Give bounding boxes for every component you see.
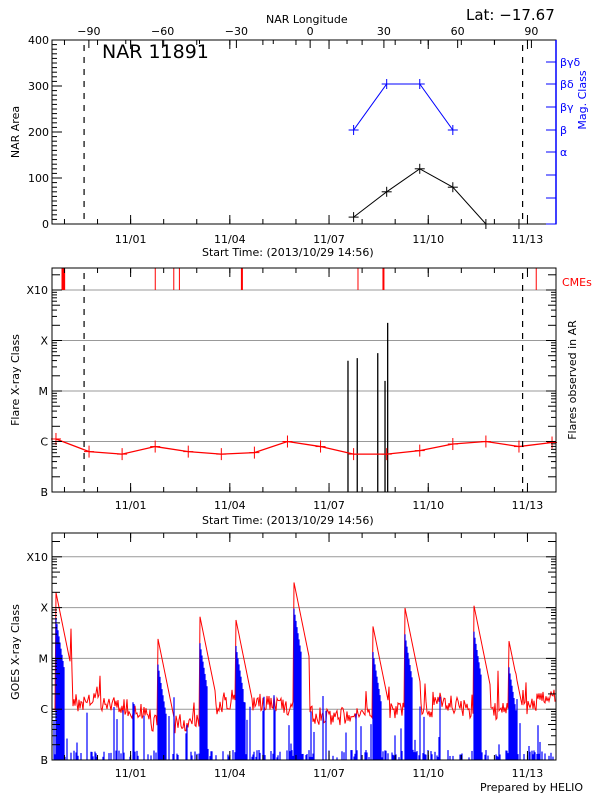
x-tick-label: 11/10 [412, 767, 444, 780]
y-tick-label: 200 [28, 126, 49, 139]
goes-long-curve [52, 582, 556, 734]
x-tick-label: 11/10 [412, 499, 444, 512]
x-tick-label: 11/04 [214, 499, 246, 512]
y-tick-label: 300 [28, 80, 49, 93]
x-tick-label: 11/07 [313, 499, 345, 512]
mag-class-label: α [560, 146, 567, 159]
panel1-xlabel: Start Time: (2013/10/29 14:56) [202, 246, 374, 259]
panel1-ylabel: NAR Area [9, 106, 22, 158]
panel3-frame [51, 532, 557, 761]
background-line [55, 438, 553, 455]
cme-legend: CMEs [562, 276, 592, 289]
lon-tick-label: 60 [451, 25, 465, 38]
panel2-frame [51, 267, 557, 493]
x-tick-label: 11/01 [115, 767, 147, 780]
y-tick-label: X [40, 335, 48, 348]
lon-tick-label: −60 [151, 25, 174, 38]
lon-tick-label: 0 [307, 25, 314, 38]
panel-nar-area: 11/01 11/04 11/07 11/10 11/13 0100200300400 … [9, 25, 589, 259]
x-tick-label: 11/04 [214, 233, 246, 246]
x-tick-label: 11/01 [115, 233, 147, 246]
nar-area-line [353, 168, 519, 225]
mag-class-label: β [560, 124, 567, 137]
mag-class-label: βδ [560, 78, 574, 91]
x-tick-label: 11/01 [115, 499, 147, 512]
panel3-ylabel: GOES X-ray Class [9, 604, 22, 700]
mag-class-line [353, 83, 454, 131]
y-tick-label: M [39, 652, 49, 665]
x-tick-label: 11/13 [512, 499, 544, 512]
lon-tick-label: −90 [77, 25, 100, 38]
y-tick-label: C [40, 436, 48, 449]
mag-class-label: βγ [560, 101, 574, 114]
lon-tick-label: −30 [225, 25, 248, 38]
x-tick-label: 11/07 [313, 767, 345, 780]
x-tick-label: 11/13 [512, 767, 544, 780]
y-tick-label: 0 [42, 218, 49, 231]
panel2-xlabel: Start Time: (2013/10/29 14:56) [202, 514, 374, 527]
mag-class-label: βγδ [560, 56, 581, 69]
panel1-frame [51, 39, 557, 225]
y-tick-label: C [40, 703, 48, 716]
x-tick-label: 11/07 [313, 233, 345, 246]
y-tick-label: M [39, 385, 49, 398]
footer-credit: Prepared by HELIO [480, 781, 583, 794]
y-tick-label: X [40, 602, 48, 615]
region-title: NAR 11891 [102, 41, 209, 63]
lon-tick-label: 90 [524, 25, 538, 38]
panel-flare-class: 11/01 11/04 11/07 11/10 11/13 B C M X X10 CMEs F… [9, 267, 592, 527]
y-tick-label: X10 [26, 284, 48, 297]
y-tick-label: X10 [26, 551, 48, 564]
lon-tick-label: 30 [377, 25, 391, 38]
panel2-ylabel: Flare X-ray Class [9, 334, 22, 426]
panel2-y2label: Flares observed in AR [566, 320, 579, 440]
panel1-y2label: Mag. Class [576, 70, 589, 129]
panel-goes-xray: 11/01 11/04 11/07 11/10 11/13 B C M X X10 GOES X… [9, 532, 557, 780]
x-tick-label: 11/04 [214, 767, 246, 780]
y-tick-label: 400 [28, 34, 49, 47]
y-tick-label: B [40, 486, 48, 499]
top-axis-title: NAR Longitude [266, 13, 348, 26]
y-tick-label: 100 [28, 172, 49, 185]
x-tick-label: 11/13 [512, 233, 544, 246]
y-tick-label: B [40, 754, 48, 767]
x-tick-label: 11/10 [412, 233, 444, 246]
latitude-label: Lat: −17.67 [466, 6, 555, 24]
